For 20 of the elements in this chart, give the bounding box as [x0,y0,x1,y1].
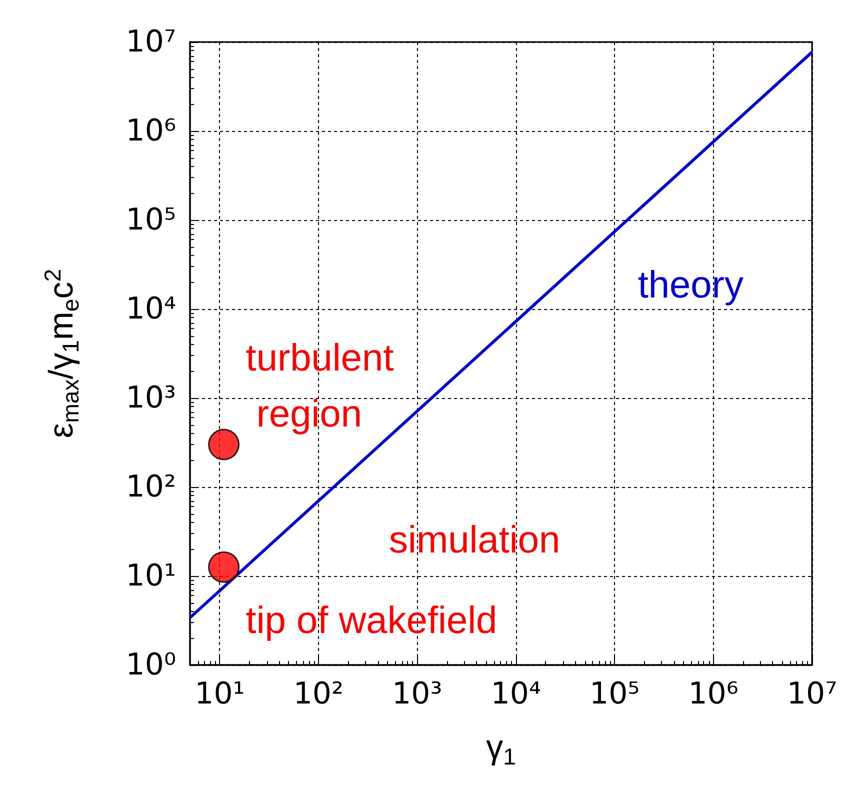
x-tick-label: 10⁴ [490,676,541,712]
y-tick-label: 10⁶ [126,114,176,148]
y-tick-label: 10⁵ [126,202,176,238]
x-tick-label: 10⁶ [688,676,738,712]
y-tick-label: 10⁴ [126,292,176,326]
annotation: tip of wakefield [246,600,498,642]
x-tick-label: 10² [293,676,344,712]
annotation: turbulent region [246,338,394,436]
y-tick-label: 10³ [126,380,176,416]
text: simulation [389,520,560,562]
y-tick-label: 10¹ [126,558,176,594]
y-tick-label: 10² [126,470,176,504]
y-tick-label: 10⁰ [126,648,176,682]
x-tick-label: 10³ [392,676,442,712]
x-tick-label: 10⁷ [786,676,838,712]
y-axis-title: εmax/γ1mec2 [40,268,84,438]
y-tick-label: 10⁷ [126,24,176,60]
x-tick-label: 10¹ [194,676,245,712]
x-tick-label: 10⁵ [589,676,640,712]
series-label: theory [638,264,744,306]
